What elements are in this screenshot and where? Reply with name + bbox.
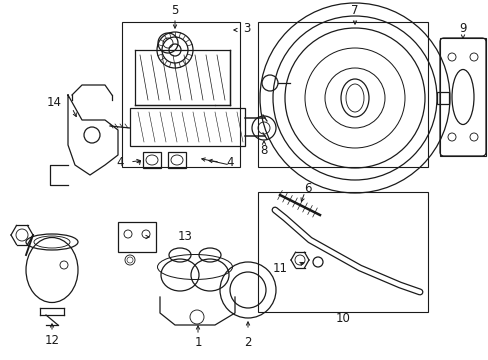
Text: 13: 13 bbox=[178, 230, 192, 243]
Text: 3: 3 bbox=[243, 22, 250, 35]
Bar bbox=[118, 222, 156, 252]
Text: 9: 9 bbox=[458, 22, 466, 35]
Bar bbox=[168, 152, 185, 168]
Text: 6: 6 bbox=[304, 181, 311, 194]
Bar bbox=[439, 38, 485, 156]
Text: 4: 4 bbox=[116, 156, 124, 168]
Bar bbox=[258, 22, 427, 167]
Text: 5: 5 bbox=[171, 4, 178, 17]
Text: 12: 12 bbox=[44, 333, 60, 346]
Text: 8: 8 bbox=[260, 144, 267, 157]
Bar bbox=[142, 152, 161, 168]
Text: 4: 4 bbox=[225, 156, 233, 168]
Bar bbox=[122, 22, 240, 167]
Text: 14: 14 bbox=[47, 95, 62, 108]
Bar bbox=[436, 92, 448, 104]
Text: 1: 1 bbox=[194, 336, 202, 348]
Text: 11: 11 bbox=[272, 261, 287, 275]
Bar bbox=[130, 108, 244, 146]
Text: 10: 10 bbox=[335, 311, 350, 324]
Bar bbox=[258, 192, 427, 312]
Text: 7: 7 bbox=[350, 4, 358, 17]
Text: 2: 2 bbox=[244, 336, 251, 348]
